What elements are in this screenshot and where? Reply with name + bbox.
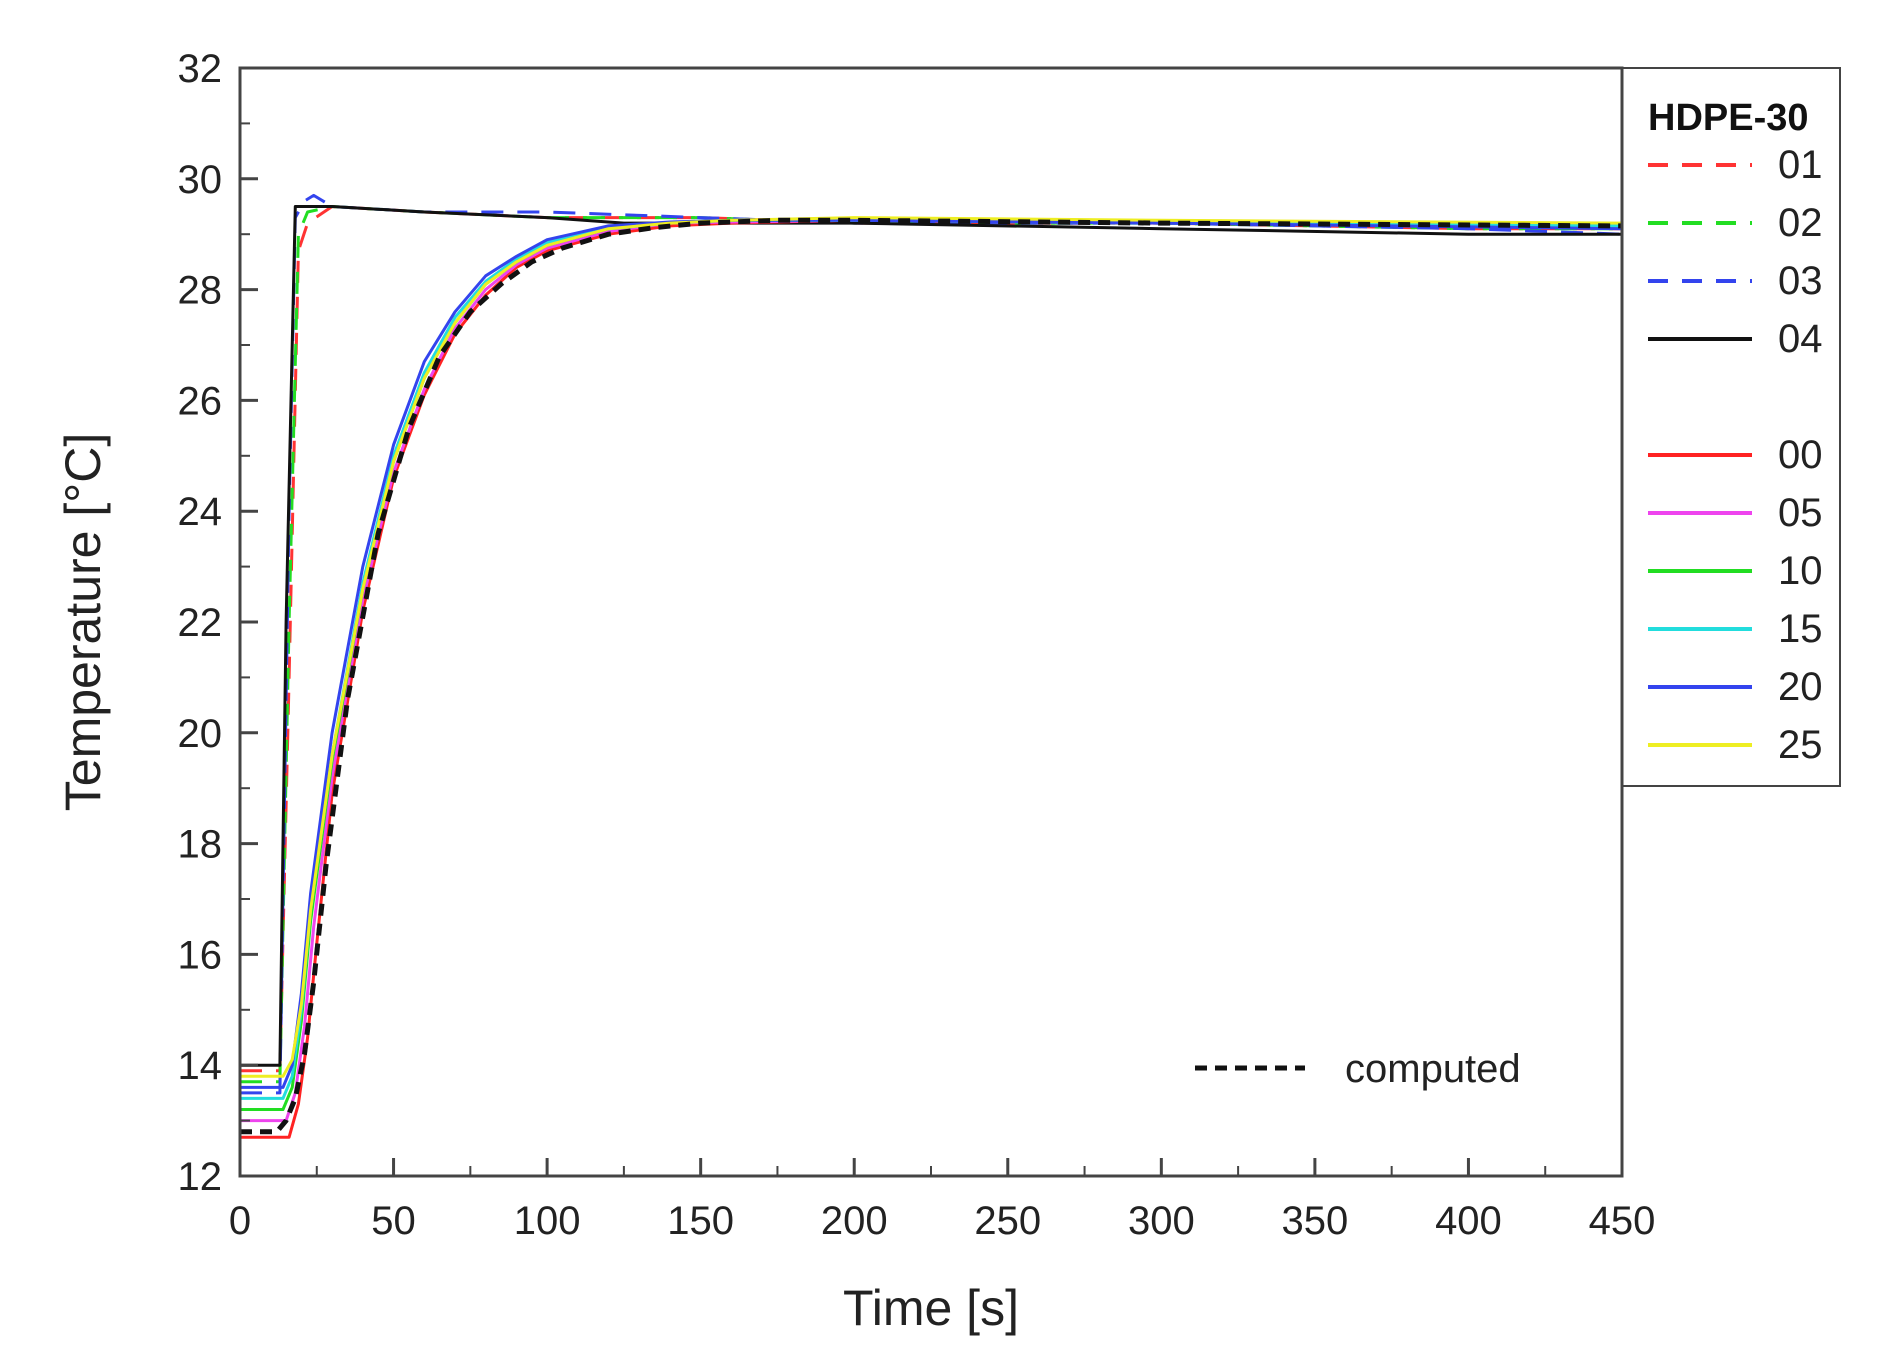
legend-label-02: 02 — [1778, 201, 1823, 245]
legend-label-20: 20 — [1778, 665, 1823, 709]
x-tick-label: 250 — [974, 1199, 1041, 1243]
x-tick-label: 150 — [667, 1199, 734, 1243]
legend-entries: 01 02 03 04 00 05 10 15 20 25 — [1648, 143, 1823, 767]
y-tick-label: 16 — [178, 933, 223, 977]
x-axis-title: Time [s] — [843, 1280, 1019, 1336]
y-tick-label: 22 — [178, 601, 223, 645]
series-line-04 — [240, 205, 1622, 1067]
y-tick-label: 18 — [178, 823, 223, 867]
y-tick-label: 14 — [178, 1044, 223, 1088]
x-tick-label: 350 — [1282, 1199, 1349, 1243]
x-tick-label: 450 — [1589, 1199, 1656, 1243]
x-tick-label: 50 — [371, 1199, 416, 1243]
y-tick-label: 24 — [178, 490, 223, 534]
legend-label-00: 00 — [1778, 433, 1823, 477]
plot-series-layer — [240, 193, 1623, 1139]
x-tick-label: 400 — [1435, 1199, 1502, 1243]
x-tick-label: 200 — [821, 1199, 888, 1243]
legend-label-15: 15 — [1778, 607, 1823, 651]
series-line-10 — [240, 218, 1623, 1111]
legend-label-01: 01 — [1778, 143, 1823, 187]
y-axis-title: Temperature [°C] — [55, 433, 111, 811]
legend-box — [1621, 67, 1841, 787]
y-tick-label: 32 — [178, 47, 223, 91]
series-line-computed — [240, 217, 1623, 1135]
y-axis-ticks: 12 14 16 18 20 22 24 26 28 30 32 — [178, 47, 258, 1199]
series-line-00 — [240, 218, 1623, 1139]
x-axis-ticks: 0 50 100 150 200 250 300 350 400 450 — [229, 1158, 1656, 1243]
legend-title: HDPE-30 — [1648, 97, 1809, 139]
y-tick-label: 20 — [178, 712, 223, 756]
computed-annotation: computed — [1195, 1047, 1521, 1091]
legend-label-03: 03 — [1778, 259, 1823, 303]
legend-label-10: 10 — [1778, 549, 1823, 593]
y-tick-label: 30 — [178, 158, 223, 202]
y-tick-label: 28 — [178, 269, 223, 313]
series-line-25 — [240, 216, 1623, 1078]
x-tick-label: 0 — [229, 1199, 251, 1243]
x-tick-label: 100 — [514, 1199, 581, 1243]
y-tick-label: 12 — [178, 1155, 223, 1199]
legend: HDPE-30 01 02 03 04 00 05 10 15 20 25 — [1621, 67, 1841, 787]
computed-label: computed — [1345, 1047, 1521, 1091]
legend-label-04: 04 — [1778, 317, 1823, 361]
legend-label-05: 05 — [1778, 491, 1823, 535]
legend-label-25: 25 — [1778, 723, 1823, 767]
series-line-05 — [240, 218, 1623, 1123]
y-tick-label: 26 — [178, 379, 223, 423]
x-tick-label: 300 — [1128, 1199, 1195, 1243]
